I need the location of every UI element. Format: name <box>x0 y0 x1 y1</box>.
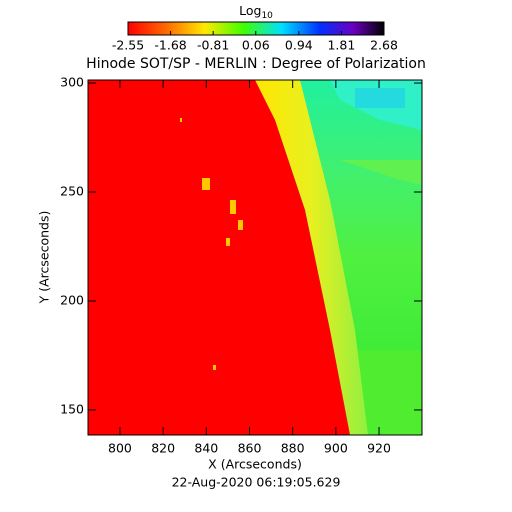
x-tick-label: 800 <box>108 441 132 456</box>
date-label: 22-Aug-2020 06:19:05.629 <box>172 475 341 490</box>
colorbar-tick-label: 0.06 <box>242 38 270 53</box>
colorbar-tick-label: -0.81 <box>197 38 229 53</box>
x-axis-label: X (Arcseconds) <box>208 457 302 472</box>
y-axis-label: Y (Arcseconds) <box>37 211 52 305</box>
colorbar-tick-label: 0.94 <box>285 38 313 53</box>
colorbar-label-subscript: 10 <box>261 11 273 21</box>
chart-title: Hinode SOT/SP - MERLIN : Degree of Polar… <box>86 56 426 72</box>
x-tick-label: 900 <box>324 441 348 456</box>
x-tick-label: 840 <box>194 441 218 456</box>
y-tick-label: 250 <box>60 184 84 199</box>
y-tick-label: 200 <box>60 292 84 307</box>
colorbar-tick-label: 2.68 <box>370 38 398 53</box>
image <box>88 80 422 435</box>
colorbar-tick-label: -2.55 <box>112 38 144 53</box>
y-tick-label: 300 <box>60 75 84 90</box>
x-tick-label: 880 <box>281 441 305 456</box>
colorbar-tick-label: 1.81 <box>327 38 355 53</box>
colorbar-label: Log10 <box>239 3 273 21</box>
plot-frame <box>87 79 423 436</box>
colorbar-label-base: Log <box>239 3 261 18</box>
x-tick-label: 820 <box>151 441 175 456</box>
colorbar-tick-label: -1.68 <box>154 38 186 53</box>
x-tick-label: 920 <box>367 441 391 456</box>
x-tick-label: 860 <box>238 441 262 456</box>
y-tick-label: 150 <box>60 401 84 416</box>
